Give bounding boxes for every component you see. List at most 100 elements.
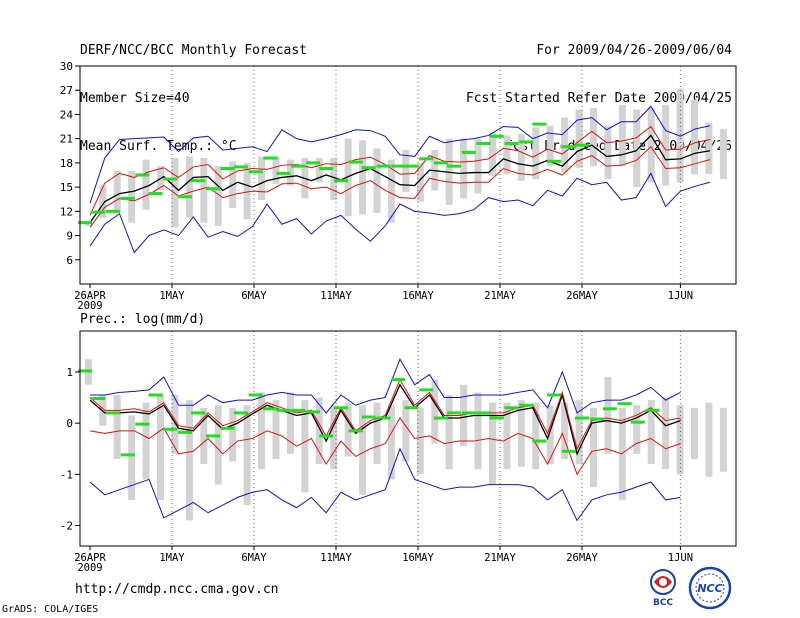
prec-obs-mark bbox=[630, 420, 645, 424]
temp-obs-mark bbox=[489, 134, 504, 138]
temp-xtick-sublabel: 2009 bbox=[77, 300, 102, 312]
prec-xtick-label: 11MAY bbox=[320, 552, 352, 564]
temp-xtick-label: 1JUN bbox=[668, 290, 693, 302]
prec-obs-mark bbox=[547, 393, 562, 397]
temp-obs-mark bbox=[91, 210, 106, 214]
temp-spread-box bbox=[561, 117, 569, 173]
prec-spread-box bbox=[373, 402, 381, 465]
prec-obs-mark bbox=[191, 411, 206, 415]
prec-spread-box bbox=[171, 394, 179, 454]
prec-spread-box bbox=[272, 400, 280, 459]
prec-spread-box bbox=[301, 400, 309, 493]
header-member-size: Member Size=40 bbox=[80, 91, 190, 106]
temp-frame bbox=[79, 65, 737, 285]
prec-xtick-sublabel: 2009 bbox=[77, 562, 102, 574]
temp-spread-box bbox=[604, 125, 612, 180]
prec-spread-box bbox=[142, 402, 150, 480]
prec-panel-title: Prec.: log(mm/d) bbox=[80, 312, 205, 327]
prec-spread-box bbox=[229, 407, 237, 462]
prec-series-min bbox=[89, 447, 681, 522]
temp-obs-mark bbox=[561, 145, 576, 149]
prec-ytick-label: 1 bbox=[66, 366, 73, 379]
prec-obs-mark bbox=[391, 378, 406, 382]
prec-obs-mark bbox=[532, 439, 547, 443]
prec-ytick-label: -2 bbox=[60, 520, 73, 533]
temp-obs-mark bbox=[433, 161, 448, 165]
temp-obs-mark bbox=[333, 179, 348, 183]
temp-ytick-label: 27 bbox=[60, 84, 73, 97]
prec-obs-mark bbox=[575, 416, 589, 420]
prec-spread-box bbox=[402, 400, 410, 462]
temp-spread-box bbox=[575, 109, 583, 168]
prec-obs-mark bbox=[602, 407, 617, 411]
temp-series-lower-spread bbox=[89, 145, 711, 228]
prec-obs-mark bbox=[233, 411, 248, 415]
header-title: DERF/NCC/BCC Monthly Forecast bbox=[80, 43, 307, 58]
temp-spread-box bbox=[171, 158, 179, 228]
temp-spread-box bbox=[517, 133, 525, 181]
prec-series-upper-spread bbox=[89, 378, 681, 451]
temp-series-upper-spread bbox=[89, 125, 711, 216]
prec-spread-box bbox=[705, 402, 713, 477]
prec-obs-mark bbox=[120, 453, 135, 457]
prec-obs-mark bbox=[206, 434, 220, 438]
temp-ytick-label: 24 bbox=[60, 108, 74, 121]
temp-spread-box bbox=[503, 135, 511, 175]
header-start-date: Fcst Started Refer Date 2009/04/25 bbox=[465, 91, 732, 106]
prec-obs-mark bbox=[78, 369, 93, 373]
temp-spread-box bbox=[344, 138, 352, 217]
prec-spread-box bbox=[517, 400, 525, 467]
prec-spread-box bbox=[214, 405, 222, 485]
prec-spread-box bbox=[416, 407, 424, 475]
temp-spread-box bbox=[618, 104, 626, 167]
temp-spread-box bbox=[243, 162, 251, 220]
prec-obs-mark bbox=[433, 416, 448, 420]
temp-spread-box bbox=[84, 222, 92, 226]
prec-obs-mark bbox=[617, 402, 632, 406]
prec-spread-box bbox=[604, 377, 612, 454]
temp-spread-box bbox=[705, 122, 713, 175]
temp-xtick-label: 11MAY bbox=[320, 290, 352, 302]
temp-obs-mark bbox=[519, 140, 534, 144]
prec-spread-box bbox=[575, 400, 583, 465]
temp-obs-mark bbox=[504, 142, 519, 146]
prec-spread-box bbox=[330, 405, 338, 470]
prec-series-max bbox=[90, 357, 681, 414]
temp-spread-box bbox=[330, 158, 338, 201]
temp-xtick-label: 26APR bbox=[74, 290, 106, 302]
temp-spread-box bbox=[387, 159, 395, 223]
prec-obs-mark bbox=[220, 426, 235, 430]
footer-url[interactable]: http://cmdp.ncc.cma.gov.cn bbox=[75, 582, 279, 597]
temp-spread-box bbox=[460, 138, 468, 199]
temp-spread-box bbox=[214, 166, 222, 226]
bcc-logo-text: BCC bbox=[653, 598, 673, 608]
temp-obs-mark bbox=[135, 173, 150, 177]
temp-ytick-label: 21 bbox=[60, 133, 73, 146]
prec-xtick-label: 26MAY bbox=[566, 552, 598, 564]
temp-ytick-label: 12 bbox=[60, 205, 73, 218]
temp-obs-mark bbox=[105, 209, 120, 213]
temp-obs-mark bbox=[148, 192, 163, 196]
prec-spread-box bbox=[662, 397, 670, 470]
prec-obs-mark bbox=[163, 427, 178, 431]
prec-obs-mark bbox=[645, 408, 660, 412]
prec-spread-box bbox=[460, 384, 468, 447]
prec-obs-mark bbox=[91, 397, 106, 401]
temp-obs-mark bbox=[447, 164, 462, 168]
prec-spread-box bbox=[503, 402, 511, 470]
prec-xtick-label: 16MAY bbox=[402, 552, 434, 564]
temp-spread-box bbox=[691, 99, 699, 175]
temp-obs-mark bbox=[220, 167, 235, 171]
temp-ytick-label: 30 bbox=[60, 60, 73, 73]
temp-obs-mark bbox=[163, 177, 178, 181]
prec-spread-box bbox=[589, 407, 597, 488]
prec-obs-mark bbox=[348, 429, 363, 433]
temp-obs-mark bbox=[306, 161, 321, 165]
temp-obs-mark bbox=[78, 221, 93, 225]
ncc-logo: NCC bbox=[688, 566, 732, 610]
temp-xtick-label: 1MAY bbox=[159, 290, 185, 302]
temp-spread-box bbox=[676, 88, 684, 183]
temp-obs-mark bbox=[391, 164, 406, 168]
